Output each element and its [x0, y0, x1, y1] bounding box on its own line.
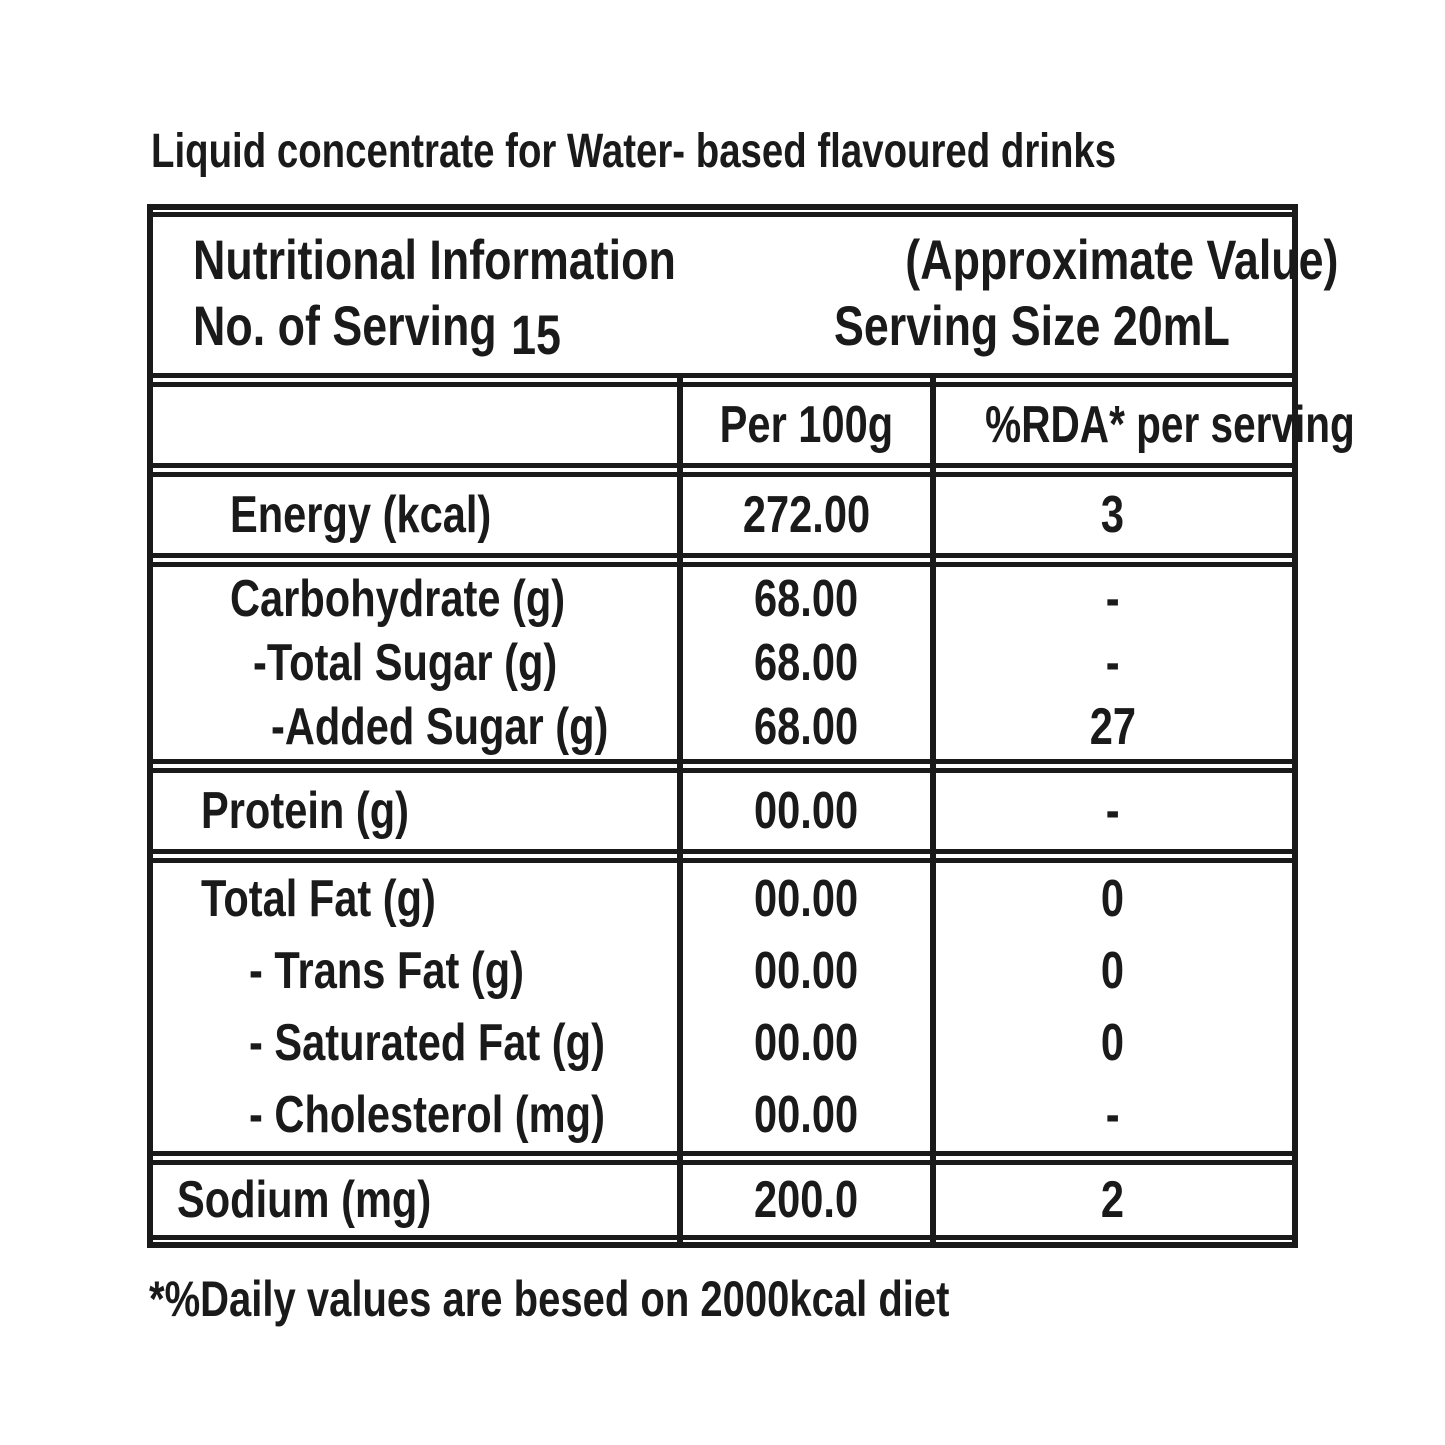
table-row: Carbohydrate (g) 68.00 -	[153, 567, 1292, 631]
row-value-per100g: 68.00	[754, 570, 859, 628]
page-title-text: Liquid concentrate for Water- based flav…	[151, 125, 1117, 178]
header-line-2: No. of Serving 15 Serving Size 20mL	[193, 293, 1278, 366]
header-approx-value: (Approximate Value)	[904, 228, 1338, 291]
row-value-rda: 27	[1089, 698, 1136, 756]
row-label: Total Fat (g)	[201, 870, 436, 928]
table-row: - Trans Fat (g) 00.00 0	[153, 935, 1292, 1007]
table-row: Sodium (mg) 200.0 2	[153, 1165, 1292, 1235]
row-value-per100g: 00.00	[754, 942, 859, 1000]
section-sodium: Sodium (mg) 200.0 2	[153, 1160, 1292, 1240]
row-value-rda: -	[1105, 634, 1120, 692]
row-value-per100g: 68.00	[754, 698, 859, 756]
row-value-per100g: 00.00	[754, 870, 859, 928]
row-value-rda: 0	[1100, 870, 1125, 928]
row-label: -Added Sugar (g)	[271, 698, 609, 756]
row-value-rda: 2	[1100, 1171, 1125, 1229]
nutrition-table: Nutritional Information (Approximate Val…	[147, 204, 1355, 1248]
section-carbohydrate: Carbohydrate (g) 68.00 - -Total Sugar (g…	[153, 562, 1292, 764]
table-body: Per 100g %RDA* per serving Energy (kcal)…	[153, 378, 1355, 1244]
row-value-rda: 3	[1100, 486, 1125, 544]
row-label: Energy (kcal)	[230, 486, 492, 544]
row-value-per100g: 00.00	[754, 782, 859, 840]
row-value-rda: -	[1105, 782, 1120, 840]
row-label: Carbohydrate (g)	[230, 570, 566, 628]
row-value-per100g: 00.00	[754, 1014, 859, 1072]
row-label: Sodium (mg)	[177, 1171, 432, 1229]
table-row: -Total Sugar (g) 68.00 -	[153, 631, 1292, 695]
column-header-row: Per 100g %RDA* per serving	[153, 382, 1355, 468]
row-value-rda: -	[1105, 570, 1120, 628]
row-label: Protein (g)	[201, 782, 409, 840]
table-row: -Added Sugar (g) 68.00 27	[153, 695, 1292, 759]
column-divider-1	[677, 378, 683, 1244]
section-protein: Protein (g) 00.00 -	[153, 768, 1292, 854]
servings-count: 15	[511, 303, 561, 366]
col-header-rda: %RDA* per serving	[985, 396, 1355, 454]
row-label: -Total Sugar (g)	[253, 634, 558, 692]
header-title: Nutritional Information	[193, 228, 676, 291]
table-row: - Saturated Fat (g) 00.00 0	[153, 1007, 1292, 1079]
row-label: - Cholesterol (mg)	[249, 1086, 605, 1144]
row-value-rda: 0	[1100, 942, 1125, 1000]
table-row: - Cholesterol (mg) 00.00 -	[153, 1079, 1292, 1151]
servings-label: No. of Serving	[193, 294, 497, 357]
page-title: Liquid concentrate for Water- based flav…	[147, 126, 1298, 204]
serving-size: Serving Size 20mL	[834, 294, 1230, 357]
footnote: *%Daily values are besed on 2000kcal die…	[147, 1270, 1298, 1328]
table-header-section: Nutritional Information (Approximate Val…	[153, 212, 1338, 378]
table-row: Total Fat (g) 00.00 0	[153, 863, 1292, 935]
row-value-per100g: 68.00	[754, 634, 859, 692]
row-value-per100g: 200.0	[754, 1171, 859, 1229]
column-divider-2	[930, 378, 936, 1244]
col-header-item	[153, 387, 680, 463]
row-label: - Saturated Fat (g)	[249, 1014, 605, 1072]
table-row: Protein (g) 00.00 -	[153, 773, 1292, 849]
row-value-rda: 0	[1100, 1014, 1125, 1072]
row-value-per100g: 00.00	[754, 1086, 859, 1144]
table-row: Energy (kcal) 272.00 3	[153, 477, 1292, 553]
row-value-per100g: 272.00	[742, 486, 871, 544]
row-value-rda: -	[1105, 1086, 1120, 1144]
servings-group: No. of Serving 15	[193, 293, 653, 366]
footnote-text: *%Daily values are besed on 2000kcal die…	[149, 1271, 950, 1327]
header-line-1: Nutritional Information (Approximate Val…	[193, 227, 1338, 293]
row-label: - Trans Fat (g)	[249, 942, 525, 1000]
label-content: Liquid concentrate for Water- based flav…	[147, 126, 1355, 1328]
section-energy: Energy (kcal) 272.00 3	[153, 472, 1292, 558]
section-fat: Total Fat (g) 00.00 0 - Trans Fat (g) 00…	[153, 858, 1292, 1156]
col-header-per-100g: Per 100g	[719, 396, 894, 454]
